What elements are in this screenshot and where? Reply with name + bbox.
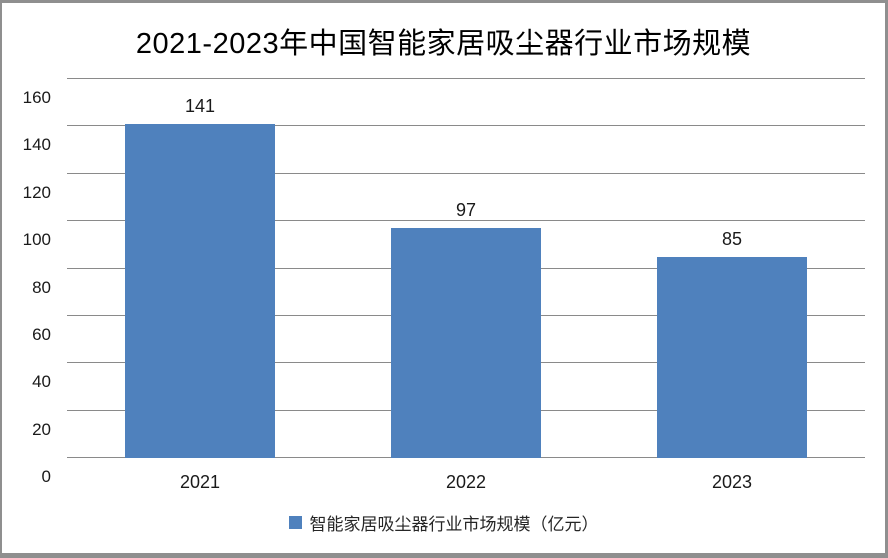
bar-value-label: 97 <box>455 200 477 221</box>
bar-slot: 85 <box>599 79 865 458</box>
bar: 97 <box>391 200 541 458</box>
bar-value-label: 141 <box>184 96 216 117</box>
y-axis-tick-label: 120 <box>22 182 51 202</box>
legend-marker-icon <box>288 516 302 529</box>
bar-value-label: 85 <box>721 228 743 249</box>
bar-slot: 141 <box>67 79 333 458</box>
gridline: 100 <box>23 220 865 249</box>
y-axis-tick-label: 160 <box>22 88 51 107</box>
gridline: 160 <box>23 78 865 107</box>
x-axis-labels: 2021 2022 2023 <box>67 459 865 493</box>
y-axis-tick-label: 40 <box>32 372 51 392</box>
bar: 141 <box>125 96 275 458</box>
bar-slot: 97 <box>333 79 599 458</box>
legend-label: 智能家居吸尘器行业市场规模（亿元） <box>309 515 599 534</box>
y-axis-tick-label: 100 <box>22 230 51 250</box>
gridline: 140 <box>23 125 865 154</box>
y-axis-tick-label: 20 <box>32 419 51 439</box>
y-axis-tick-label: 140 <box>22 135 51 155</box>
y-axis-tick-label: 0 <box>41 467 51 486</box>
chart-title: 2021-2023年中国智能家居吸尘器行业市场规模 <box>135 28 752 60</box>
y-axis-tick-label: 80 <box>32 277 51 297</box>
gridline: 120 <box>23 172 865 202</box>
plot-area: 0 20 40 60 80 100 120 140 160 141 97 85 <box>23 78 865 486</box>
legend: 智能家居吸尘器行业市场规模（亿元） <box>2 510 885 535</box>
y-axis-tick-label: 60 <box>32 324 51 344</box>
x-axis-category-label: 2023 <box>711 472 753 492</box>
x-axis-category-label: 2021 <box>179 472 221 492</box>
bar: 85 <box>657 229 807 458</box>
x-axis-category-label: 2022 <box>445 472 487 492</box>
bar-series: 141 97 85 <box>67 79 865 458</box>
